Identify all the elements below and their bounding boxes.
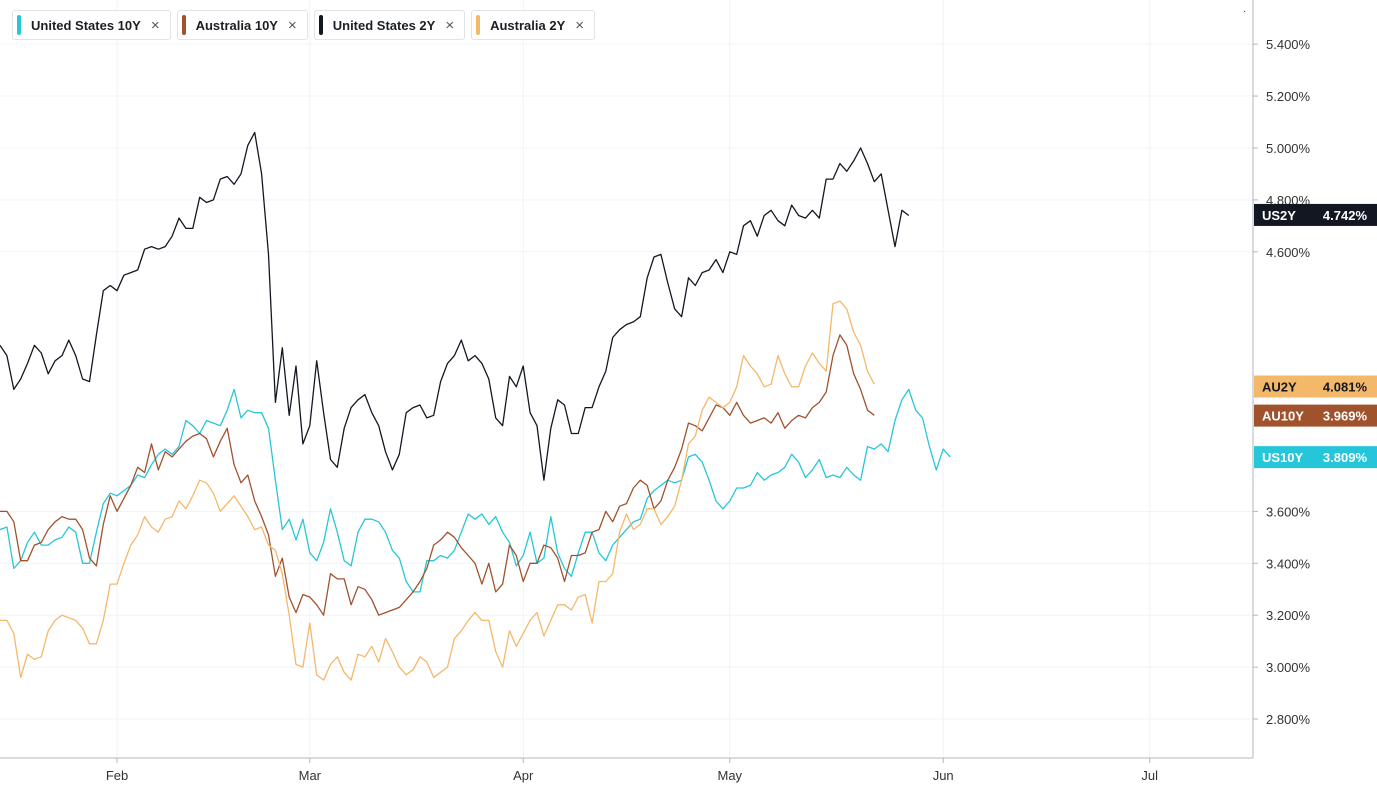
time-tick-label: Jun <box>933 768 954 783</box>
tag-background <box>1254 203 1377 226</box>
legend-label: Australia 10Y <box>195 17 278 33</box>
last-value-tags: US10Y 3.809% AU10Y 3.969% US2Y 4.742% AU2Y 4.08… <box>1254 203 1377 469</box>
time-tick-label: Mar <box>299 768 322 783</box>
price-tick-label: 3.000% <box>1266 660 1311 675</box>
legend-label: Australia 2Y <box>490 17 566 33</box>
price-tick-label: 4.600% <box>1266 245 1311 260</box>
price-tick-label: 5.000% <box>1266 141 1311 156</box>
time-tick-label: May <box>717 768 742 783</box>
legend-chip-au2y[interactable]: Australia 2Y × <box>471 10 596 40</box>
tag-symbol: US10Y <box>1262 450 1304 465</box>
price-tick-label: 2.800% <box>1266 712 1311 727</box>
series-line-au2y <box>0 300 875 681</box>
price-tick-label: 3.600% <box>1266 504 1311 519</box>
tag-background <box>1254 404 1377 427</box>
last-value-tag-us2y: US2Y 4.742% <box>1254 203 1377 226</box>
tag-background <box>1254 446 1377 469</box>
tag-value: 4.081% <box>1323 380 1368 395</box>
tag-value: 4.742% <box>1323 208 1368 223</box>
series-line-us2y <box>0 131 910 481</box>
last-value-tag-us10y: US10Y 3.809% <box>1254 446 1377 469</box>
tag-symbol: US2Y <box>1262 208 1296 223</box>
corner-mark: · <box>1243 6 1246 17</box>
last-value-tag-au10y: AU10Y 3.969% <box>1254 404 1377 427</box>
tag-symbol: AU10Y <box>1262 409 1304 424</box>
legend-swatch <box>476 15 481 35</box>
legend-swatch <box>17 15 21 35</box>
series-line-au10y <box>0 334 875 616</box>
price-tick-label: 5.400% <box>1266 37 1311 52</box>
legend-label: United States 2Y <box>332 17 436 33</box>
last-value-tag-au2y: AU2Y 4.081% <box>1254 375 1377 398</box>
time-tick-label: Feb <box>106 768 128 783</box>
legend-swatch <box>181 15 186 35</box>
time-tick-label: Apr <box>513 768 534 783</box>
price-tick-label: 5.200% <box>1266 89 1311 104</box>
legend-chip-au10y[interactable]: Australia 10Y × <box>176 10 308 40</box>
tag-background <box>1254 375 1377 398</box>
series-line-us10y <box>0 388 951 593</box>
time-tick-label: Jul <box>1141 768 1158 783</box>
legend-chip-us10y[interactable]: United States 10Y × <box>12 10 171 40</box>
grid <box>0 0 1253 758</box>
close-icon[interactable]: × <box>150 16 160 34</box>
tag-symbol: AU2Y <box>1262 380 1297 395</box>
legend-swatch <box>318 15 323 35</box>
tag-value: 3.809% <box>1323 450 1368 465</box>
price-tick-label: 3.400% <box>1266 556 1311 571</box>
time-axis[interactable]: Feb Mar Apr May Jun Jul <box>106 758 1158 783</box>
legend-label: United States 10Y <box>31 17 141 33</box>
legend: United States 10Y × Australia 10Y × United S… <box>12 10 596 40</box>
price-tick-label: 3.200% <box>1266 608 1311 623</box>
price-axis[interactable]: 2.800%3.000%3.200%3.400%3.600%4.600%4.80… <box>1253 37 1311 727</box>
legend-chip-us2y[interactable]: United States 2Y × <box>313 10 466 40</box>
series-lines <box>0 131 951 681</box>
close-icon[interactable]: × <box>445 16 455 34</box>
close-icon[interactable]: × <box>575 16 585 34</box>
tag-value: 3.969% <box>1323 409 1368 424</box>
close-icon[interactable]: × <box>287 16 297 34</box>
